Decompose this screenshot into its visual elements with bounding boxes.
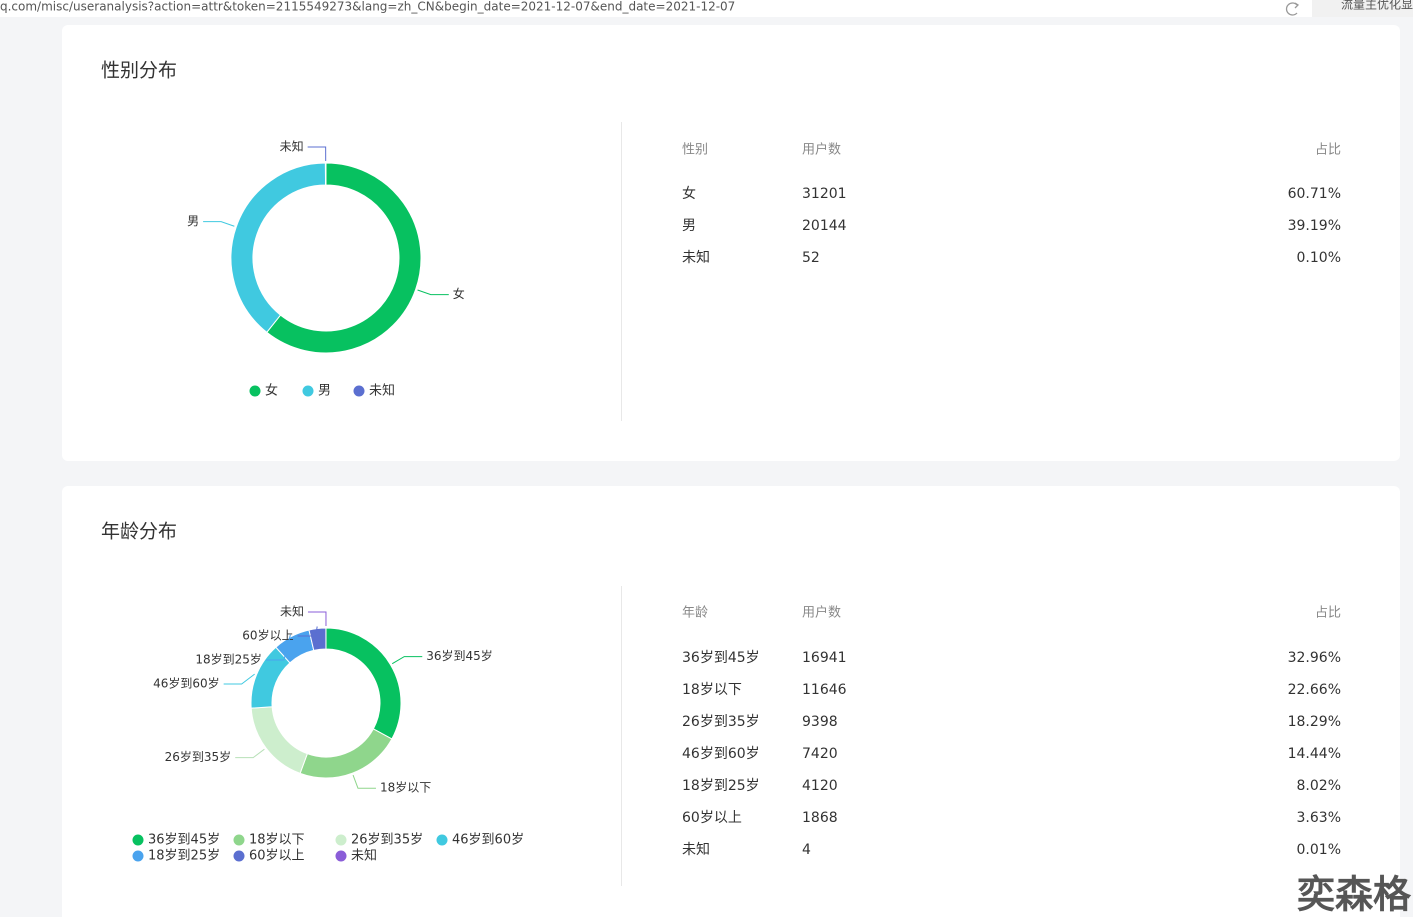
section-title: 性别分布 — [101, 60, 177, 82]
table-header: 性别 — [682, 143, 708, 158]
slice-label: 未知 — [280, 605, 304, 619]
leader-line — [203, 221, 235, 227]
table-cell: 16941 — [802, 650, 847, 666]
table-cell: 0.01% — [1297, 842, 1341, 858]
slice-label: 女 — [453, 286, 465, 301]
legend-label: 未知 — [369, 383, 395, 399]
table-cell: 9398 — [802, 714, 838, 730]
table-cell: 8.02% — [1297, 778, 1341, 794]
section-title: 年龄分布 — [101, 521, 177, 543]
card — [62, 486, 1400, 917]
refresh-icon[interactable] — [1285, 2, 1300, 16]
legend-swatch — [335, 834, 347, 846]
table-header: 用户数 — [802, 605, 841, 621]
slice-label: 60岁以上 — [242, 628, 293, 643]
table-cell: 4120 — [802, 778, 838, 794]
url[interactable]: q.com/misc/useranalysis?action=attr&toke… — [0, 0, 735, 14]
legend-label: 26岁到35岁 — [351, 833, 423, 848]
table-cell: 60.71% — [1288, 186, 1341, 202]
legend-label: 女 — [265, 383, 278, 399]
legend-label: 18岁以下 — [249, 833, 305, 848]
leader-line — [307, 611, 327, 627]
legend-swatch — [233, 850, 245, 862]
legend-swatch — [233, 834, 245, 846]
table-header: 占比 — [1315, 606, 1341, 621]
toolbar — [1312, 0, 1413, 17]
table-cell: 11646 — [802, 682, 847, 698]
address-bar — [0, 0, 1413, 17]
donut-slice — [266, 162, 422, 354]
legend-label: 36岁到45岁 — [148, 833, 220, 848]
card — [62, 25, 1400, 461]
toolbar-text[interactable]: 流量主优化显 — [1341, 0, 1413, 12]
table-cell: 7420 — [802, 746, 838, 762]
table-cell: 女 — [682, 185, 696, 202]
table-cell: 18.29% — [1288, 714, 1341, 730]
legend-label: 46岁到60岁 — [452, 833, 524, 848]
legend-swatch — [436, 834, 448, 846]
table-cell: 60岁以上 — [682, 810, 742, 826]
legend-label: 60岁以上 — [249, 849, 305, 864]
leader-line — [265, 634, 291, 661]
table-cell: 18岁到25岁 — [682, 778, 760, 794]
watermark: 奕森格 — [1297, 873, 1412, 917]
legend-swatch — [353, 385, 365, 397]
slice-label: 46岁到60岁 — [153, 676, 220, 691]
slice-label: 26岁到35岁 — [165, 749, 232, 764]
leader-line — [417, 289, 449, 296]
table-header: 占比 — [1315, 143, 1341, 158]
table-cell: 52 — [802, 250, 820, 266]
table-cell: 男 — [682, 218, 696, 234]
table-cell: 未知 — [682, 841, 710, 858]
table-cell: 22.66% — [1288, 682, 1341, 698]
legend-swatch — [302, 385, 314, 397]
slice-label: 36岁到45岁 — [426, 648, 493, 663]
legend-swatch — [249, 385, 261, 397]
slice-label: 18岁以下 — [380, 780, 431, 795]
table-cell: 14.44% — [1288, 746, 1341, 762]
table-cell: 3.63% — [1297, 810, 1341, 826]
leader-line — [235, 748, 265, 759]
legend-label: 18岁到25岁 — [148, 849, 220, 864]
table-cell: 20144 — [802, 218, 847, 234]
leader-line — [391, 656, 423, 665]
table-cell: 46岁到60岁 — [682, 746, 760, 762]
legend-swatch — [335, 850, 347, 862]
slice-label: 18岁到25岁 — [195, 652, 262, 667]
leader-line — [223, 673, 255, 685]
table-header: 用户数 — [802, 142, 841, 158]
legend-swatch — [132, 834, 144, 846]
leader-line — [307, 146, 327, 162]
slice-label: 未知 — [280, 140, 304, 154]
table-cell: 32.96% — [1288, 650, 1341, 666]
table-cell: 39.19% — [1288, 218, 1341, 234]
table-cell: 未知 — [682, 249, 710, 266]
legend-label: 男 — [318, 384, 331, 399]
table-cell: 26岁到35岁 — [682, 714, 760, 730]
content: 性别分布女未知男女男未知性别 用户数 占比女 31201 60.71%男 20144 39.… — [101, 60, 1341, 864]
legend-swatch — [132, 850, 144, 862]
leader-line — [297, 626, 318, 637]
table-cell: 0.10% — [1297, 250, 1341, 266]
table-cell: 1868 — [802, 810, 838, 826]
table-cell: 36岁到45岁 — [682, 650, 760, 666]
leader-line — [352, 774, 376, 789]
donut-slice — [324, 162, 327, 186]
table-cell: 31201 — [802, 186, 847, 202]
legend-label: 未知 — [351, 848, 377, 864]
slice-label: 男 — [187, 214, 199, 228]
table-cell: 4 — [802, 842, 811, 858]
table-header: 年龄 — [682, 606, 708, 621]
table-cell: 18岁以下 — [682, 682, 742, 698]
